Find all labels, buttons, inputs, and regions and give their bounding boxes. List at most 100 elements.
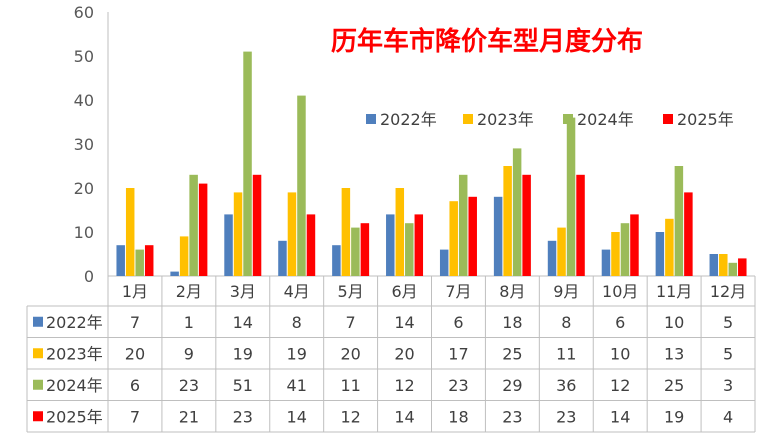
y-tick-label: 60 [74,3,94,22]
x-tick-label: 8月 [499,282,525,301]
legend-label: 2023年 [477,110,534,129]
table-cell-value: 7 [130,313,140,332]
table-cell-value: 11 [556,344,576,363]
bar-2023-12 [719,254,728,276]
bars-group [116,51,747,276]
table-cell-value: 23 [502,407,522,426]
table-cell-value: 1 [184,313,194,332]
table-cell-value: 23 [448,376,468,395]
table-cell-value: 29 [502,376,522,395]
bar-2024-5 [351,227,360,276]
bar-2023-4 [287,192,297,276]
x-tick-label: 3月 [230,282,256,301]
table-cell-value: 6 [130,376,140,395]
bar-2025-9 [576,174,585,276]
table-cell-value: 51 [233,376,253,395]
bar-2025-11 [684,192,693,276]
table-cell-value: 18 [502,313,522,332]
y-tick-label: 10 [74,223,94,242]
table-cell-value: 7 [130,407,140,426]
bar-2023-10 [611,232,620,276]
legend-key [663,114,673,124]
bar-2024-12 [728,262,738,276]
bar-2023-11 [665,218,674,276]
table-cell-value: 23 [233,407,253,426]
table-cell-value: 5 [723,313,733,332]
bar-2022-11 [655,232,665,276]
bar-2025-5 [360,223,370,276]
table-cell-value: 11 [340,376,360,395]
x-tick-label: 10月 [602,282,638,301]
bar-2023-7 [449,201,458,276]
bar-2024-1 [135,249,144,276]
table-legend-key [33,348,43,359]
bar-2023-9 [557,227,566,276]
table-cell-value: 6 [453,313,463,332]
legend-key [563,114,573,124]
table-cell-value: 20 [394,344,414,363]
bar-2022-9 [547,240,557,276]
table-cell-value: 8 [292,313,302,332]
bar-2022-7 [439,249,449,276]
table-cell-value: 12 [610,376,630,395]
x-tick-label: 9月 [553,282,579,301]
table-cell-value: 14 [610,407,630,426]
x-tick-label: 5月 [338,282,364,301]
x-tick-label: 12月 [710,282,746,301]
x-tick-label: 7月 [445,282,471,301]
table-series-label: 2023年 [46,344,103,363]
bar-2025-8 [522,174,531,276]
table-cell-value: 3 [723,376,733,395]
chart-title: 历年车市降价车型月度分布 [331,26,643,57]
table-cell-value: 14 [233,313,253,332]
bar-2024-2 [189,174,198,276]
table-cell-value: 18 [448,407,468,426]
table-cell-value: 23 [556,407,576,426]
bar-2022-3 [224,214,233,276]
bar-2022-4 [278,240,287,276]
bar-2024-9 [566,117,576,276]
table-cell-value: 12 [394,376,414,395]
legend-key [366,114,376,124]
table-cell-value: 41 [287,376,307,395]
bar-2025-6 [414,214,424,276]
bar-2025-10 [630,214,639,276]
legend-key [463,114,473,124]
table-cell-value: 17 [448,344,468,363]
table-series-label: 2024年 [46,376,103,395]
bar-2023-2 [179,236,189,276]
bar-2025-7 [468,196,477,276]
x-tick-label: 1月 [122,282,148,301]
bar-2024-4 [297,95,306,276]
bar-2024-3 [243,51,252,276]
bar-2025-12 [738,258,747,276]
table-legend-key [33,379,43,390]
table-cell-value: 25 [664,376,684,395]
table-cell-value: 14 [394,407,414,426]
bar-2023-5 [341,188,351,276]
bar-2024-11 [674,166,684,276]
table-legend-key [33,411,43,422]
table-cell-value: 12 [340,407,360,426]
table-cell-value: 36 [556,376,576,395]
bar-2023-1 [125,188,135,276]
bar-2024-6 [405,223,414,276]
table-cell-value: 19 [664,407,684,426]
bar-2023-8 [503,166,512,276]
table-legend-key [33,316,43,327]
table-cell-value: 6 [615,313,625,332]
bar-2022-5 [332,245,341,276]
bar-2024-7 [458,174,468,276]
y-tick-label: 50 [74,47,94,66]
x-tick-label: 11月 [656,282,692,301]
x-tick-label: 2月 [176,282,202,301]
bar-2022-2 [170,271,179,276]
x-tick-label: 6月 [391,282,417,301]
table-cell-value: 4 [723,407,733,426]
table-cell-value: 19 [287,344,307,363]
table-cell-value: 7 [346,313,356,332]
y-tick-label: 40 [74,91,94,110]
legend: 2022年 2023年 2024年 2025年 [366,110,734,129]
table-cell-value: 25 [502,344,522,363]
